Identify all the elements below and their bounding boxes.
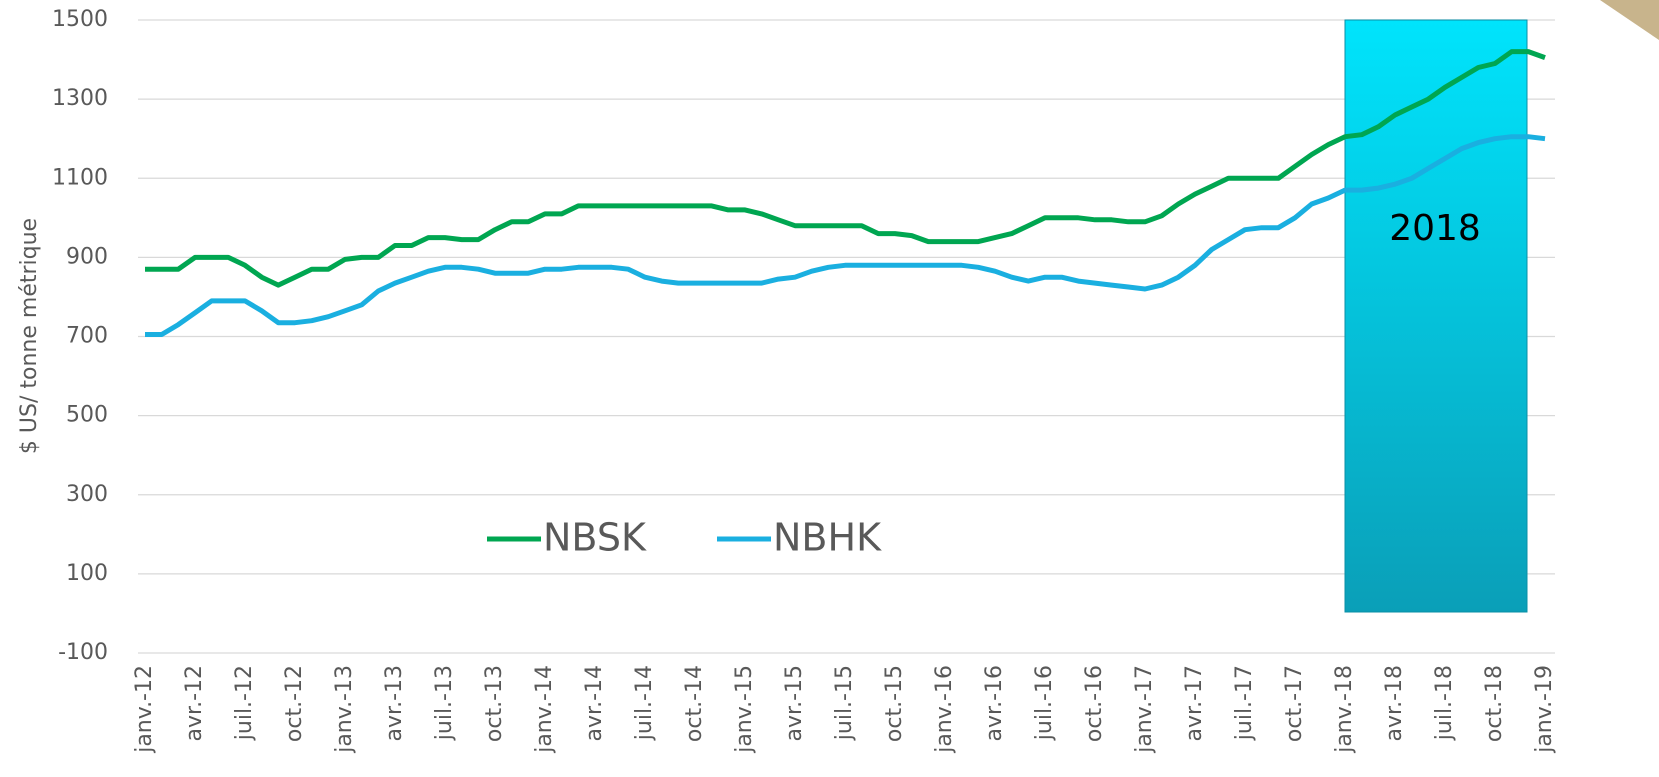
annotation: 2018 xyxy=(1389,208,1481,249)
y-tick-label: 300 xyxy=(66,482,108,507)
highlight-box xyxy=(1345,20,1527,612)
x-tick-label: avr.-12 xyxy=(182,665,207,741)
x-tick-label: oct.-14 xyxy=(682,665,707,742)
x-tick-label: janv.-14 xyxy=(532,665,557,754)
x-tick-label: oct.-13 xyxy=(482,665,507,742)
x-tick-label: avr.-13 xyxy=(382,665,407,741)
y-tick-label: 900 xyxy=(66,244,108,269)
y-tick-label: 100 xyxy=(66,561,108,586)
x-tick-label: juil.-14 xyxy=(632,665,657,741)
series-line xyxy=(145,137,1545,335)
x-tick-label: avr.-15 xyxy=(782,665,807,741)
x-tick-label: oct.-18 xyxy=(1482,665,1507,742)
x-tick-label: janv.-15 xyxy=(732,665,757,754)
x-tick-label: juil.-13 xyxy=(432,665,457,741)
chart: $ US/ tonne métrique -100 100 300 500 700 900… xyxy=(0,0,1659,777)
x-tick-label: avr.-16 xyxy=(982,665,1007,741)
y-axis-label: $ US/ tonne métrique xyxy=(17,218,42,454)
x-tick-label: janv.-16 xyxy=(932,665,957,754)
x-tick-label: janv.-19 xyxy=(1532,665,1557,754)
legend-label: NBSK xyxy=(543,516,647,560)
x-tick-label: juil.-15 xyxy=(832,665,857,741)
x-tick-label: janv.-17 xyxy=(1132,665,1157,754)
y-tick-label: 1500 xyxy=(52,7,108,32)
y-tick-label: -100 xyxy=(58,640,108,665)
legend-label: NBHK xyxy=(773,516,882,560)
x-tick-label: avr.-17 xyxy=(1182,665,1207,741)
x-tick-label: oct.-15 xyxy=(882,665,907,742)
x-tick-label: juil.-12 xyxy=(232,665,257,741)
x-tick-label: avr.-14 xyxy=(582,665,607,741)
x-tick-label: oct.-12 xyxy=(282,665,307,742)
x-tick-label: juil.-17 xyxy=(1232,665,1257,741)
y-tick-label: 700 xyxy=(66,324,108,349)
y-tick-label: 1300 xyxy=(52,86,108,111)
x-tick-label: oct.-17 xyxy=(1282,665,1307,742)
x-tick-label: janv.-18 xyxy=(1332,665,1357,754)
x-tick-label: juil.-18 xyxy=(1432,665,1457,741)
x-tick-label: juil.-16 xyxy=(1032,665,1057,741)
x-tick-label: avr.-18 xyxy=(1382,665,1407,741)
corner-decoration xyxy=(1600,0,1659,40)
x-tick-label: janv.-12 xyxy=(132,665,157,754)
y-tick-label: 1100 xyxy=(52,165,108,190)
y-tick-label: 500 xyxy=(66,403,108,428)
x-tick-label: janv.-13 xyxy=(332,665,357,754)
series-line xyxy=(145,52,1545,286)
x-tick-label: oct.-16 xyxy=(1082,665,1107,742)
